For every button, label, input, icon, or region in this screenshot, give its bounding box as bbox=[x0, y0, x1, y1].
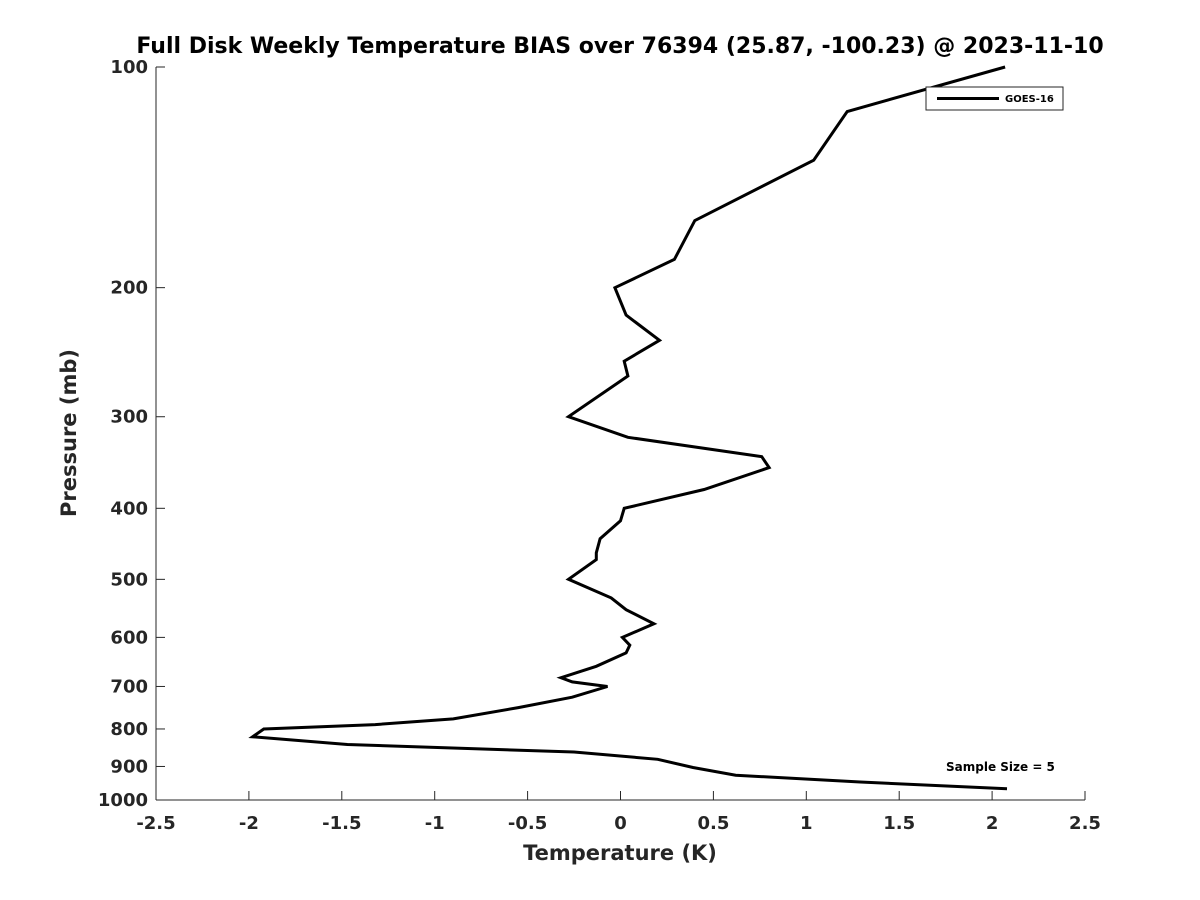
legend-label-goes-16: GOES-16 bbox=[1005, 94, 1054, 105]
y-tick-label: 100 bbox=[110, 57, 148, 78]
y-tick-label: 700 bbox=[110, 676, 148, 697]
x-axis-ticks: -2.5 -2 -1.5 -1 -0.5 0 0.5 1 1.5 2 2.5 bbox=[136, 791, 1101, 834]
sample-size-annotation: Sample Size = 5 bbox=[946, 760, 1055, 774]
plot-area bbox=[156, 67, 1085, 799]
y-tick-label: 800 bbox=[110, 719, 148, 740]
x-tick-label: -2.5 bbox=[136, 813, 175, 834]
y-tick-label: 900 bbox=[110, 756, 148, 777]
chart-title: Full Disk Weekly Temperature BIAS over 7… bbox=[136, 34, 1103, 59]
x-tick-label: -0.5 bbox=[508, 813, 547, 834]
y-tick-label: 600 bbox=[110, 627, 148, 648]
series-line-goes-16 bbox=[248, 65, 1008, 791]
x-tick-label: 1 bbox=[800, 813, 813, 834]
y-tick-label: 500 bbox=[110, 569, 148, 590]
x-tick-label: 2.5 bbox=[1069, 813, 1101, 834]
legend: GOES-16 bbox=[925, 86, 1064, 111]
series-layer bbox=[248, 65, 1008, 791]
y-axis-label: Pressure (mb) bbox=[57, 349, 81, 517]
y-tick-label: 1000 bbox=[98, 790, 148, 811]
x-tick-label: -1.5 bbox=[322, 813, 361, 834]
x-tick-label: -2 bbox=[239, 813, 259, 834]
y-tick-label: 200 bbox=[110, 278, 148, 299]
x-tick-label: -1 bbox=[425, 813, 445, 834]
x-tick-label: 0.5 bbox=[697, 813, 729, 834]
y-axis-ticks: 100 200 300 400 500 600 700 800 900 1000 bbox=[98, 57, 165, 811]
x-axis-label: Temperature (K) bbox=[523, 841, 717, 865]
x-tick-label: 1.5 bbox=[883, 813, 915, 834]
y-tick-label: 300 bbox=[110, 407, 148, 428]
x-tick-label: 2 bbox=[986, 813, 999, 834]
x-tick-label: 0 bbox=[614, 813, 627, 834]
y-tick-label: 400 bbox=[110, 498, 148, 519]
